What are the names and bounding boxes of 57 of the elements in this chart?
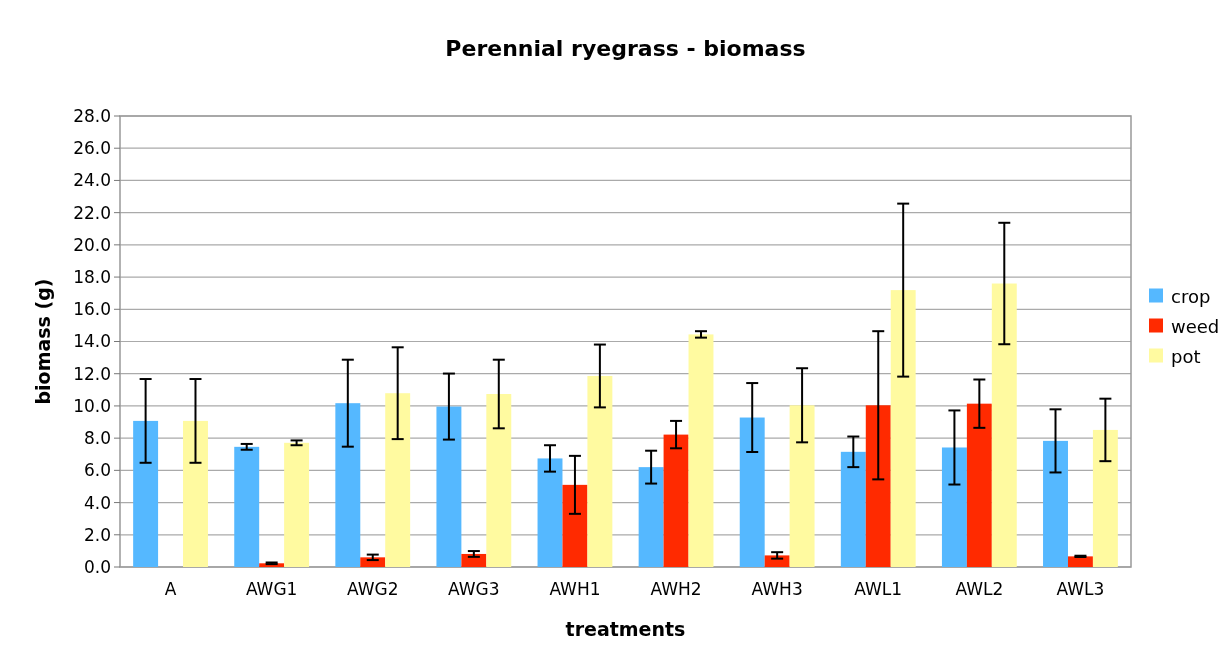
y-tick-label: 8.0 — [83, 428, 111, 449]
bar — [840, 451, 866, 567]
bar — [284, 442, 310, 567]
bar — [587, 375, 613, 567]
x-tick-label: A — [164, 579, 177, 599]
y-tick-label: 12.0 — [73, 363, 111, 384]
x-tick-label: AWH3 — [751, 579, 803, 599]
y-tick-label: 16.0 — [73, 299, 111, 320]
y-tick-label: 28.0 — [73, 105, 111, 126]
x-tick-label: AWL3 — [1056, 579, 1105, 599]
bar — [638, 467, 664, 567]
bar — [385, 393, 411, 567]
y-tick-label: 2.0 — [83, 524, 111, 545]
y-tick-label: 26.0 — [73, 138, 111, 159]
legend-label: weed — [1171, 315, 1220, 337]
y-tick-label: 4.0 — [83, 492, 111, 513]
x-tick-label: AWH1 — [549, 579, 601, 599]
y-tick-label: 10.0 — [73, 395, 111, 416]
bar — [537, 458, 563, 567]
bar — [183, 420, 208, 567]
bar — [562, 484, 588, 567]
chart-title: Perennial ryegrass - biomass — [445, 36, 806, 61]
legend-label: crop — [1171, 285, 1211, 307]
bar — [133, 420, 159, 567]
y-tick-label: 0.0 — [83, 556, 111, 577]
x-tick-label: AWH2 — [650, 579, 702, 599]
y-tick-label: 22.0 — [73, 202, 111, 223]
x-axis-title: treatments — [565, 618, 686, 640]
bar — [890, 290, 916, 567]
bar — [436, 406, 462, 567]
bar — [1092, 429, 1118, 567]
bar — [461, 553, 487, 567]
bar — [739, 417, 765, 567]
x-tick-label: AWG1 — [245, 579, 298, 599]
y-tick-label: 18.0 — [73, 267, 111, 288]
bar — [486, 394, 512, 567]
bar — [663, 434, 689, 567]
bar — [234, 446, 260, 567]
bar — [941, 447, 967, 567]
y-tick-label: 20.0 — [73, 234, 111, 255]
x-tick-label: AWL2 — [955, 579, 1004, 599]
legend-label: pot — [1171, 345, 1201, 367]
x-tick-label: AWG3 — [448, 579, 500, 599]
bar — [966, 403, 992, 567]
x-tick-label: AWG2 — [347, 579, 399, 599]
bar — [688, 334, 714, 567]
bar — [865, 405, 891, 567]
bar — [1043, 440, 1068, 567]
bar — [789, 405, 815, 567]
y-tick-label: 6.0 — [83, 460, 111, 481]
bar — [1067, 556, 1093, 567]
y-axis-title: biomass (g) — [32, 278, 54, 405]
bar — [991, 283, 1017, 567]
y-tick-label: 24.0 — [73, 170, 111, 191]
bar — [335, 403, 361, 567]
y-tick-label: 14.0 — [73, 331, 111, 352]
x-tick-label: AWL1 — [854, 579, 903, 599]
